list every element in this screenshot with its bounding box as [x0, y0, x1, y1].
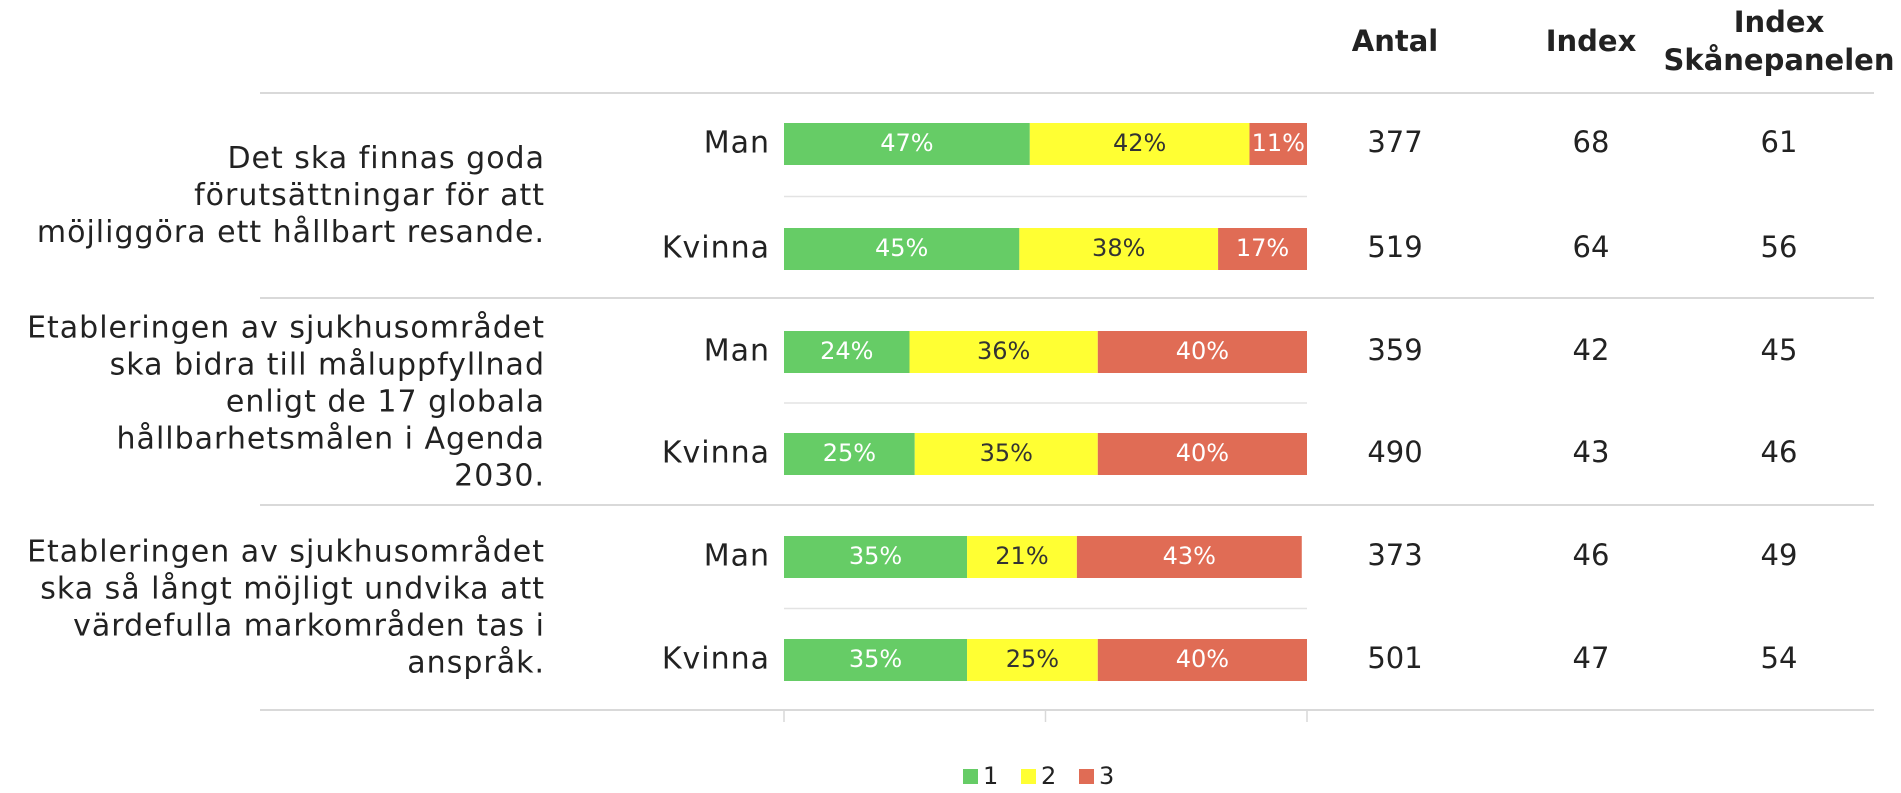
cell: 373 [1367, 538, 1422, 572]
question-label: ska så långt möjligt undvika att [40, 572, 545, 607]
bar-label: 35% [849, 542, 902, 570]
bar-segment [914, 433, 1098, 475]
question-label: förutsättningar för att [194, 178, 545, 213]
question-label: 2030. [454, 459, 545, 494]
bar-label: 42% [1113, 129, 1166, 157]
cell: 46 [1761, 435, 1798, 469]
column-header: Antal [1352, 24, 1438, 58]
bar-segment [1097, 331, 1307, 373]
category-label: Man [704, 334, 770, 369]
question-label: Etableringen av sjukhusområdet [27, 535, 545, 570]
bar-segment [784, 433, 915, 475]
cell: 519 [1367, 230, 1422, 264]
legend-label: 3 [1099, 762, 1114, 790]
category-label: Kvinna [662, 436, 770, 471]
cell: 43 [1573, 435, 1610, 469]
bar-segment [784, 639, 968, 681]
column-header: Skånepanelen [1664, 43, 1895, 77]
cell: 61 [1761, 125, 1798, 159]
bar-segment [967, 536, 1077, 578]
bar-label: 11% [1252, 129, 1305, 157]
question-label: anspråk. [407, 646, 545, 681]
legend-swatch [1021, 769, 1036, 784]
cell: 359 [1367, 333, 1422, 367]
bar-label: 38% [1092, 234, 1145, 262]
bar-label: 40% [1176, 439, 1229, 467]
bar-segment [967, 639, 1098, 681]
bar-segment [1097, 639, 1307, 681]
question-label: hållbarhetsmålen i Agenda [117, 422, 545, 457]
question-label: enligt de 17 globala [226, 385, 545, 420]
cell: 54 [1761, 641, 1798, 675]
bar-label: 17% [1236, 234, 1289, 262]
category-label: Man [704, 539, 770, 574]
bar-label: 24% [820, 337, 873, 365]
bar-segment [909, 331, 1098, 373]
cell: 46 [1573, 538, 1610, 572]
cell: 64 [1573, 230, 1610, 264]
bar-segment [1249, 123, 1307, 165]
bar-label: 21% [995, 542, 1048, 570]
question-label: möjliggöra ett hållbart resande. [37, 215, 545, 250]
legend-swatch [963, 769, 978, 784]
legend-swatch [1079, 769, 1094, 784]
cell: 42 [1573, 333, 1610, 367]
bar-label: 45% [875, 234, 928, 262]
category-label: Kvinna [662, 231, 770, 266]
cell: 377 [1367, 125, 1422, 159]
bar-segment [784, 331, 910, 373]
bar-segment [1097, 433, 1307, 475]
bar-segment [784, 123, 1030, 165]
cell: 56 [1761, 230, 1798, 264]
bar-label: 47% [880, 129, 933, 157]
bar-label: 40% [1176, 337, 1229, 365]
bar-label: 43% [1163, 542, 1216, 570]
category-label: Kvinna [662, 642, 770, 677]
bar-label: 35% [849, 645, 902, 673]
bar-segment [1218, 228, 1307, 270]
cell: 47 [1573, 641, 1610, 675]
bar-label: 40% [1176, 645, 1229, 673]
legend-label: 1 [983, 762, 998, 790]
column-header: Index [1546, 24, 1637, 58]
column-header: Index [1734, 5, 1825, 39]
question-label: Det ska finnas goda [227, 141, 545, 176]
question-label: ska bidra till måluppfyllnad [110, 348, 545, 383]
question-label: värdefulla markområden tas i [73, 609, 545, 644]
bar-label: 25% [1006, 645, 1059, 673]
bar-label: 35% [980, 439, 1033, 467]
legend-label: 2 [1041, 762, 1056, 790]
bar-segment [1076, 536, 1302, 578]
bar-label: 25% [823, 439, 876, 467]
cell: 45 [1761, 333, 1798, 367]
bar-label: 36% [977, 337, 1030, 365]
bar-segment [1029, 123, 1250, 165]
cell: 68 [1573, 125, 1610, 159]
cell: 490 [1367, 435, 1422, 469]
bar-segment [784, 536, 968, 578]
bar-segment [784, 228, 1020, 270]
cell: 49 [1761, 538, 1798, 572]
bar-segment [1019, 228, 1219, 270]
cell: 501 [1367, 641, 1422, 675]
category-label: Man [704, 126, 770, 161]
question-label: Etableringen av sjukhusområdet [27, 311, 545, 346]
